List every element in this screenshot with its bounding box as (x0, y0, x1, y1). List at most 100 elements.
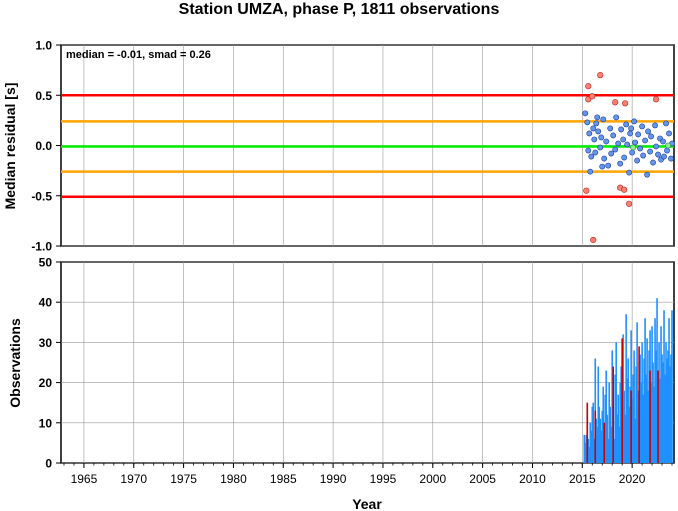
residual-point (661, 153, 667, 160)
observation-bar-blue (668, 318, 670, 463)
residual-outlier-point (583, 187, 590, 194)
residual-point (653, 143, 659, 150)
x-tick-label: 1995 (370, 472, 397, 486)
observation-bar-blue (590, 430, 593, 463)
residual-point (635, 131, 642, 138)
observation-bars (583, 298, 673, 463)
observation-bar-blue (640, 382, 642, 463)
residual-y-tick-label: 0.0 (35, 139, 52, 153)
observation-bar-blue (625, 314, 627, 463)
residual-point (586, 130, 593, 137)
observation-bar-blue (659, 378, 661, 463)
observation-bar-blue (663, 310, 665, 463)
residual-point (632, 139, 639, 146)
observation-bar-blue (631, 398, 633, 463)
observation-bar-blue (592, 402, 595, 463)
observation-bar-red (594, 410, 597, 463)
observation-bar-red (657, 370, 659, 463)
residual-y-axis-label: Median residual [s] (2, 83, 18, 210)
observation-bar-blue (622, 334, 624, 463)
x-tick-label: 2010 (519, 472, 546, 486)
observation-bar-blue (602, 386, 605, 463)
residual-point (587, 168, 594, 175)
residual-point (647, 148, 653, 155)
residual-panel: -1.0 -0.5 0.0 0.5 1.0 median = -0.01, smad =… (2, 39, 675, 254)
observation-bar-blue (585, 434, 588, 463)
observation-bar-blue (651, 326, 653, 463)
x-tick-label: 1975 (170, 472, 197, 486)
residual-point (621, 154, 628, 161)
residual-point (594, 114, 601, 121)
residual-y-ticks: -1.0 -0.5 0.0 0.5 1.0 (31, 39, 61, 254)
observation-bar-blue (606, 414, 609, 463)
observation-bar-blue (639, 354, 641, 463)
observation-bar-blue (633, 350, 635, 463)
observation-bar-blue (658, 342, 660, 463)
observation-bar-blue (624, 414, 626, 463)
residual-outlier-point (621, 186, 628, 193)
residual-point (628, 125, 635, 132)
residual-point (610, 132, 617, 139)
observation-bar-blue (641, 342, 643, 463)
observation-bar-blue (599, 418, 602, 463)
residual-point (600, 116, 607, 123)
residual-point (597, 144, 604, 151)
residual-point (642, 137, 648, 144)
observation-bar-blue (611, 350, 614, 463)
x-tick-label: 1980 (220, 472, 247, 486)
observation-bar-blue (605, 370, 608, 463)
observation-bar-red (612, 366, 614, 463)
observations-y-tick-label: 50 (39, 256, 53, 270)
observation-bar-blue (665, 342, 667, 463)
observation-bar-blue (628, 406, 630, 463)
residual-point (624, 141, 631, 148)
observation-bar-blue (623, 390, 625, 463)
x-tick-label: 2005 (469, 472, 496, 486)
residual-point-near-zero (630, 144, 637, 151)
observations-y-tick-label: 20 (39, 376, 53, 390)
observation-bar-blue (610, 426, 613, 463)
residual-point (644, 171, 650, 178)
residual-outlier-point (626, 200, 633, 207)
observations-y-tick-label: 30 (39, 336, 53, 350)
residual-point (599, 163, 606, 170)
residual-reference-lines (61, 94, 674, 199)
observation-bar-blue (643, 358, 645, 463)
residual-point (592, 149, 599, 156)
x-tick-label: 1965 (71, 472, 98, 486)
observation-bar-blue (656, 298, 658, 463)
observation-bar-blue (615, 342, 617, 463)
residual-point (652, 122, 658, 129)
observation-bar-blue (660, 326, 662, 463)
observation-bar-blue (626, 378, 628, 463)
residual-point (612, 146, 619, 153)
residual-point (613, 114, 620, 121)
residual-outlier-point (652, 96, 660, 103)
residual-outlier-point (612, 99, 619, 106)
observation-bar-blue (662, 362, 664, 463)
observation-bar-blue (661, 354, 663, 463)
chart-title: Station UMZA, phase P, 1811 observations (178, 1, 500, 18)
observation-bar-blue (616, 414, 618, 463)
residual-point (593, 120, 600, 127)
stats-annotation: median = -0.01, smad = 0.26 (66, 49, 211, 61)
residual-point (663, 120, 669, 127)
observation-bar-blue (595, 418, 598, 463)
residual-outlier-point (585, 83, 592, 90)
residual-point (608, 150, 615, 157)
residual-point (618, 126, 625, 133)
observation-bar-blue (614, 374, 616, 463)
residual-point (668, 155, 674, 162)
residual-point (655, 151, 661, 158)
observation-bar-blue (666, 358, 668, 463)
observation-bar-blue (670, 354, 672, 463)
observation-bar-blue (619, 382, 621, 463)
observation-bar-red (586, 402, 589, 463)
residual-point (615, 140, 622, 147)
residual-point (584, 119, 591, 126)
observation-bar-blue (671, 310, 673, 463)
observation-bar-blue (655, 350, 657, 463)
residual-point (648, 133, 654, 140)
observation-bar-blue (627, 358, 629, 463)
residual-point (585, 147, 592, 154)
